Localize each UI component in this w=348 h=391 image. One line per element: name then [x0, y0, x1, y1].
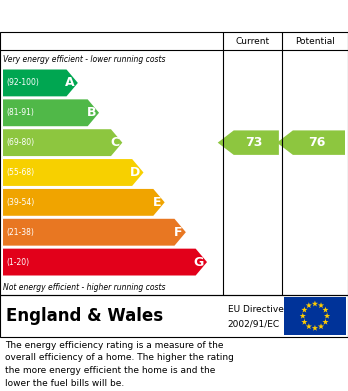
Text: (39-54): (39-54): [6, 198, 34, 207]
Polygon shape: [318, 302, 324, 308]
Text: The energy efficiency rating is a measure of the
overall efficiency of a home. T: The energy efficiency rating is a measur…: [5, 341, 234, 387]
Text: Current: Current: [235, 36, 269, 45]
Text: E: E: [153, 196, 162, 209]
Polygon shape: [301, 319, 308, 325]
Polygon shape: [3, 189, 165, 216]
Polygon shape: [3, 99, 99, 126]
Text: England & Wales: England & Wales: [6, 307, 163, 325]
Text: (21-38): (21-38): [6, 228, 34, 237]
Polygon shape: [3, 70, 78, 96]
Polygon shape: [277, 131, 345, 155]
Polygon shape: [322, 319, 329, 325]
Text: 76: 76: [308, 136, 326, 149]
Polygon shape: [3, 249, 207, 276]
Polygon shape: [3, 159, 143, 186]
Text: Not energy efficient - higher running costs: Not energy efficient - higher running co…: [3, 283, 166, 292]
Text: A: A: [65, 76, 75, 90]
Text: C: C: [110, 136, 119, 149]
Polygon shape: [318, 323, 324, 329]
Polygon shape: [3, 219, 186, 246]
Text: (92-100): (92-100): [6, 79, 39, 88]
Text: 73: 73: [246, 136, 263, 149]
Polygon shape: [300, 313, 306, 319]
Text: Energy Efficiency Rating: Energy Efficiency Rating: [10, 9, 220, 23]
Polygon shape: [306, 323, 312, 329]
Polygon shape: [322, 307, 329, 312]
Polygon shape: [3, 129, 122, 156]
Text: D: D: [130, 166, 141, 179]
Text: (55-68): (55-68): [6, 168, 34, 177]
Text: G: G: [194, 256, 204, 269]
Polygon shape: [301, 307, 308, 312]
Text: F: F: [174, 226, 183, 239]
Bar: [284, 297, 346, 335]
Polygon shape: [218, 131, 279, 155]
Text: B: B: [87, 106, 96, 119]
Text: Potential: Potential: [295, 36, 335, 45]
Text: (69-80): (69-80): [6, 138, 34, 147]
Text: EU Directive: EU Directive: [228, 305, 284, 314]
Text: 2002/91/EC: 2002/91/EC: [228, 320, 280, 329]
Polygon shape: [312, 325, 318, 331]
Text: (1-20): (1-20): [6, 258, 29, 267]
Polygon shape: [306, 302, 312, 308]
Text: Very energy efficient - lower running costs: Very energy efficient - lower running co…: [3, 54, 166, 63]
Polygon shape: [312, 301, 318, 307]
Polygon shape: [324, 313, 330, 319]
Text: (81-91): (81-91): [6, 108, 34, 117]
